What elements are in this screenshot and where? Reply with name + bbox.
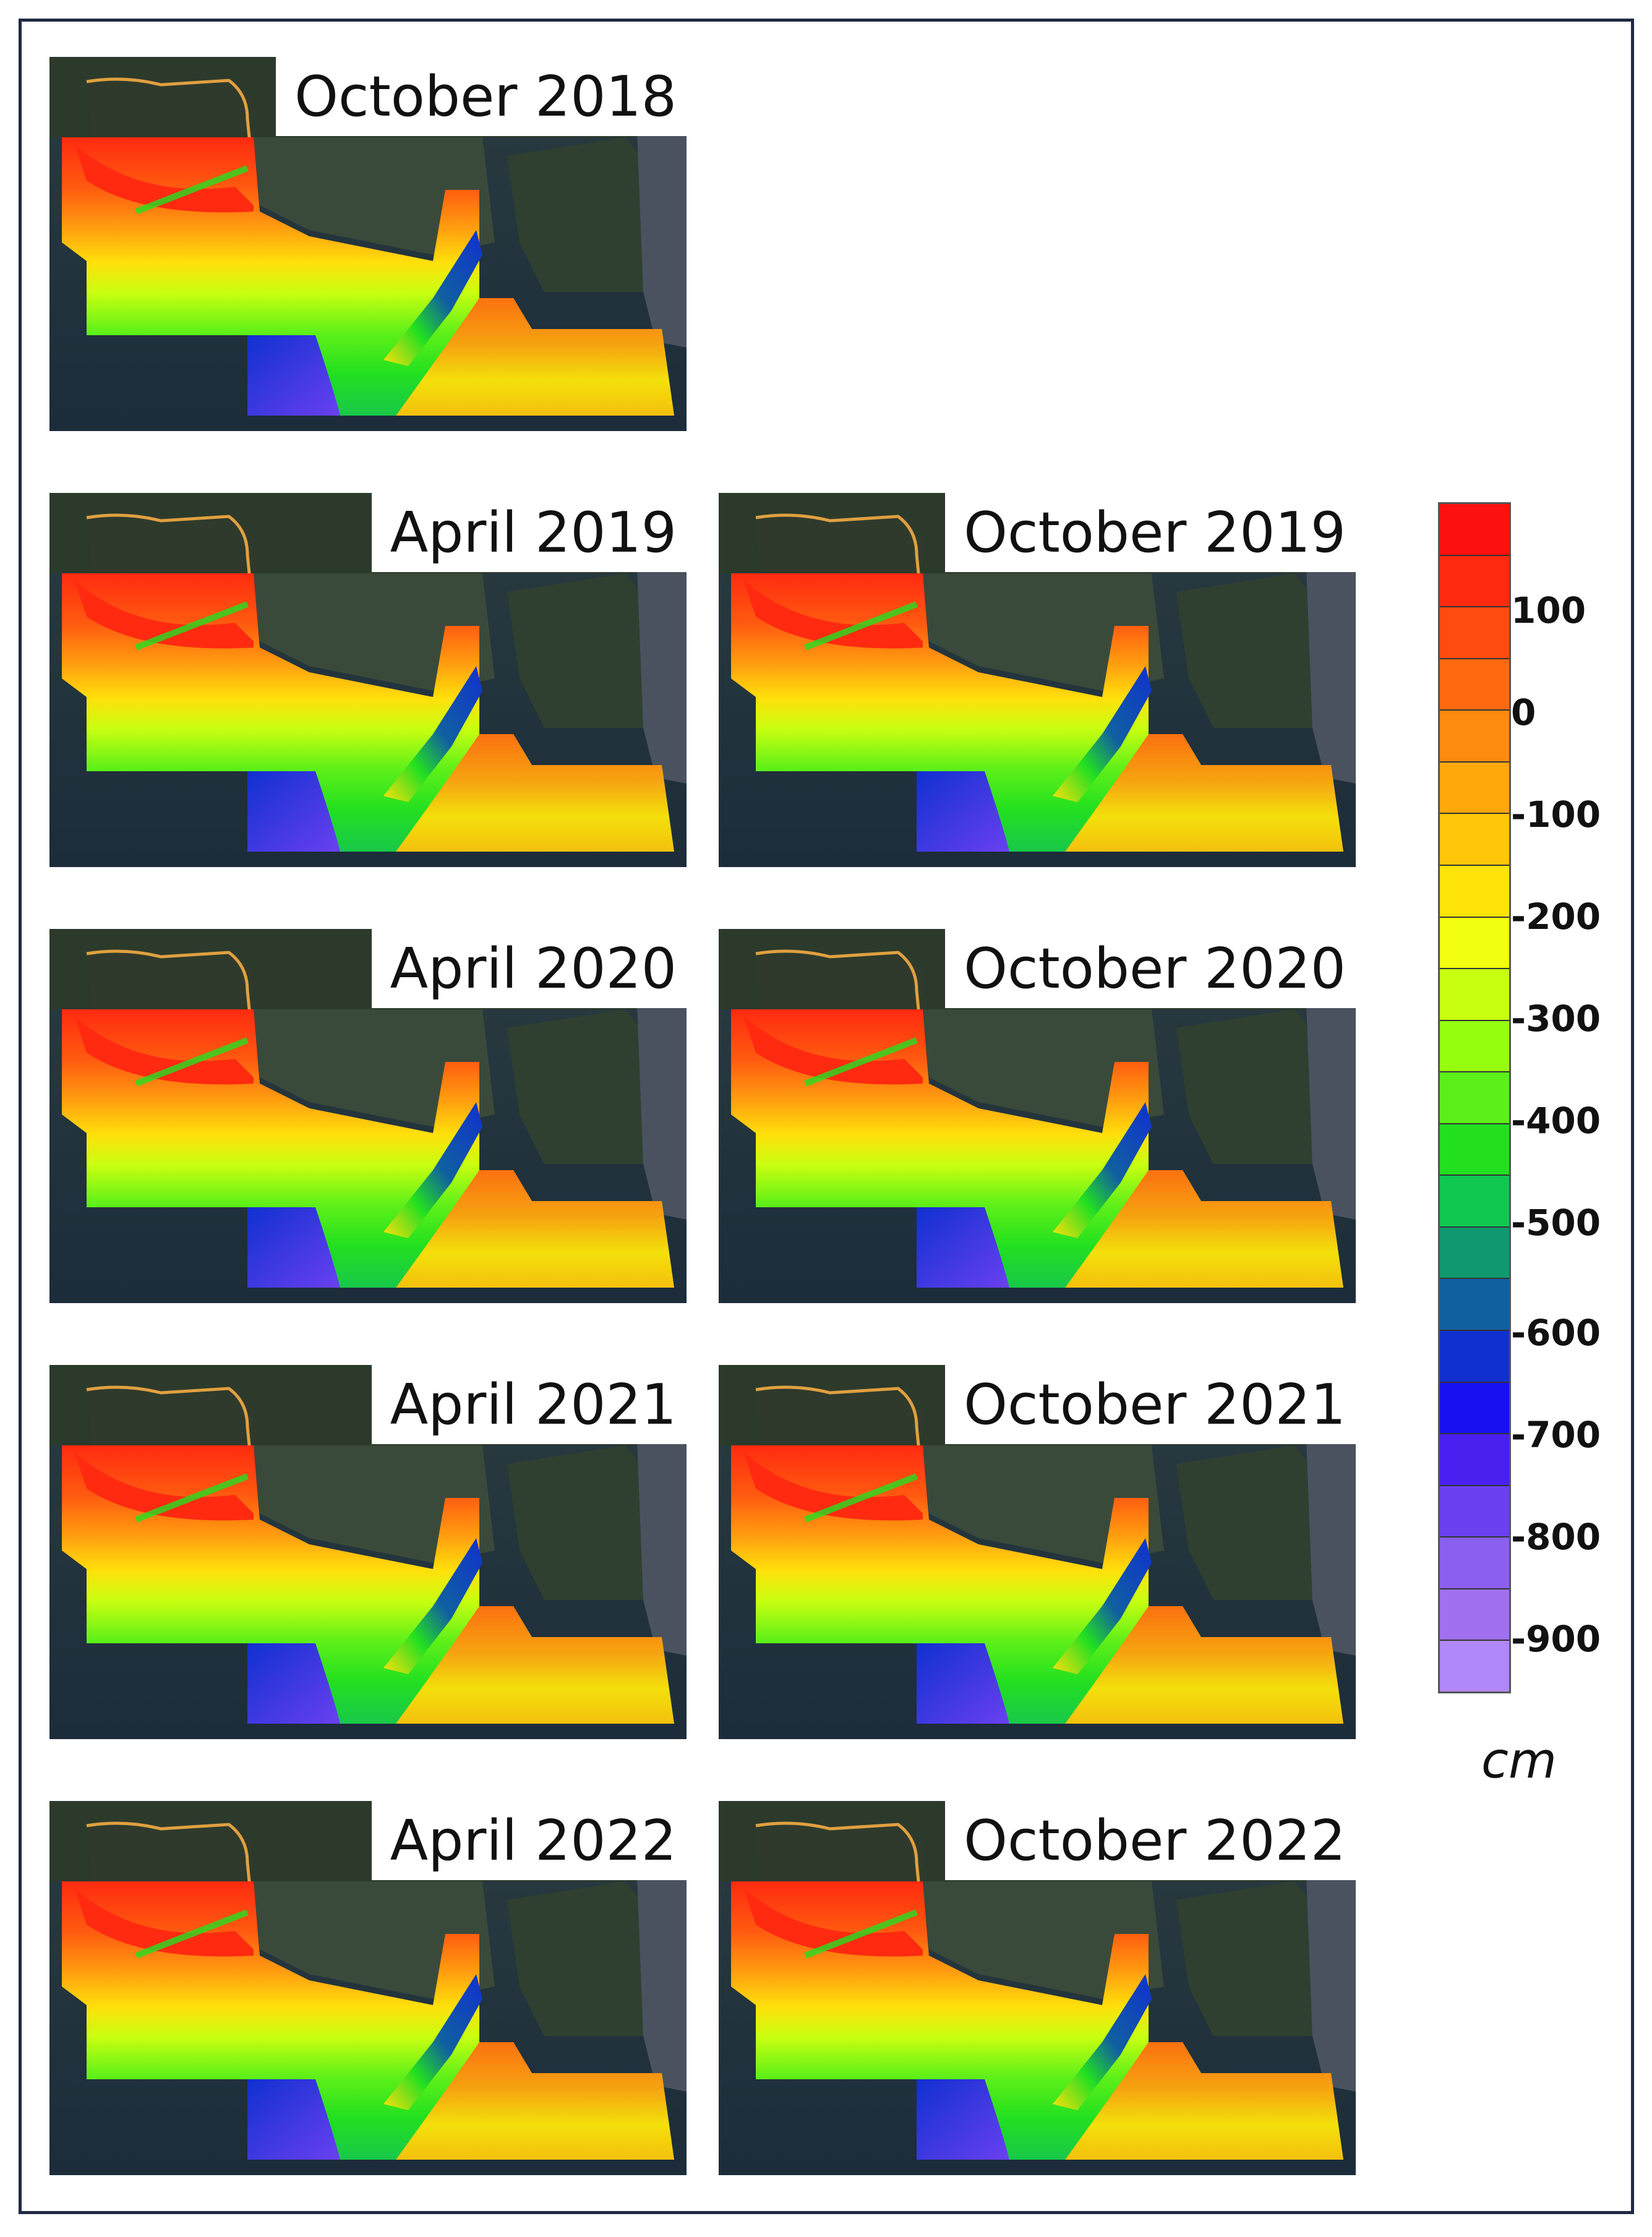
map-panel-april-2021: April 2021	[49, 1365, 687, 1739]
colorbar-segment	[1440, 761, 1509, 813]
colorbar-segment	[1440, 1484, 1509, 1537]
panel-date-label: October 2018	[276, 57, 687, 136]
panel-date-label: October 2019	[945, 493, 1356, 572]
colorbar-segment	[1440, 657, 1509, 710]
colorbar-tick-label: 100	[1511, 589, 1586, 631]
map-panel-october-2020: October 2020	[719, 929, 1356, 1303]
map-panel-april-2019: April 2019	[49, 493, 687, 867]
colorbar-segment	[1440, 1640, 1509, 1692]
colorbar-segment	[1440, 968, 1509, 1020]
colorbar-segment	[1440, 1381, 1509, 1434]
colorbar-segment	[1440, 1536, 1509, 1588]
bathymetry-map	[49, 1365, 687, 1739]
map-panel-october-2018: October 2018	[49, 57, 687, 431]
colorbar-segment	[1440, 1278, 1509, 1330]
colorbar-tick-label: -200	[1511, 896, 1601, 938]
colorbar-segment	[1440, 1226, 1509, 1278]
colorbar-segment	[1440, 606, 1509, 658]
panel-date-label: October 2022	[945, 1801, 1356, 1880]
map-panel-april-2022: April 2022	[49, 1801, 687, 2175]
map-panel-april-2020: April 2020	[49, 929, 687, 1303]
colorbar-segment	[1440, 1588, 1509, 1640]
colorbar-segment	[1440, 554, 1509, 607]
colorbar-tick-label: 0	[1511, 691, 1536, 734]
colorbar-tick-label: -700	[1511, 1414, 1601, 1456]
colorbar-tick-label: -500	[1511, 1202, 1601, 1244]
map-panel-october-2022: October 2022	[719, 1801, 1356, 2175]
panel-date-label: April 2021	[371, 1365, 687, 1444]
colorbar-segment	[1440, 709, 1509, 761]
colorbar-segment	[1440, 1019, 1509, 1072]
figure-frame	[19, 19, 1634, 2214]
depth-colorbar	[1438, 502, 1511, 1693]
colorbar-tick-label: -100	[1511, 793, 1601, 836]
colorbar-segment	[1440, 813, 1509, 865]
colorbar-segment	[1440, 1330, 1509, 1382]
colorbar-segment	[1440, 1123, 1509, 1175]
colorbar-tick-label: -600	[1511, 1312, 1601, 1354]
panel-date-label: April 2019	[371, 493, 687, 572]
colorbar-segment	[1440, 864, 1509, 917]
colorbar-segment	[1440, 1174, 1509, 1226]
panel-date-label: April 2020	[371, 929, 687, 1008]
bathymetry-map	[49, 493, 687, 867]
colorbar-tick-label: -800	[1511, 1516, 1601, 1558]
panel-date-label: October 2020	[945, 929, 1356, 1008]
colorbar-segment	[1440, 1433, 1509, 1485]
map-panel-october-2021: October 2021	[719, 1365, 1356, 1739]
map-panel-october-2019: October 2019	[719, 493, 1356, 867]
colorbar-segment	[1440, 504, 1509, 555]
bathymetry-map	[49, 57, 687, 431]
colorbar-tick-label: -900	[1511, 1618, 1601, 1660]
colorbar-tick-label: -400	[1511, 1100, 1601, 1142]
colorbar-unit-label: cm	[1481, 1732, 1557, 1789]
colorbar-segment	[1440, 916, 1509, 969]
colorbar-tick-label: -300	[1511, 998, 1601, 1040]
panel-date-label: April 2022	[371, 1801, 687, 1880]
colorbar-segment	[1440, 1071, 1509, 1123]
panel-date-label: October 2021	[945, 1365, 1356, 1444]
